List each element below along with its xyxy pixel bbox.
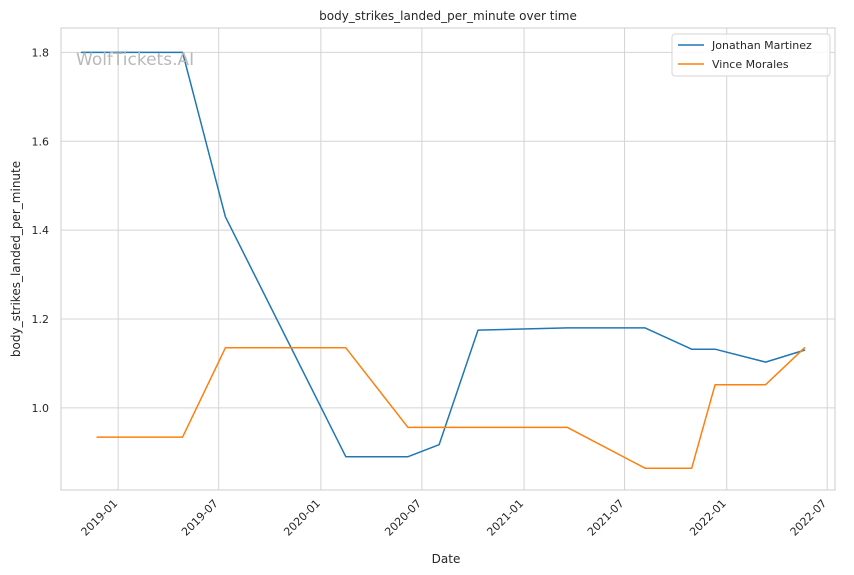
- chart-title: body_strikes_landed_per_minute over time: [319, 9, 577, 23]
- watermark-text: WolfTickets.AI: [76, 50, 194, 70]
- legend-box: [671, 33, 831, 77]
- y-tick-label: 1.6: [32, 135, 50, 148]
- y-axis-ticks: 1.0 1.2 1.4 1.6 1.8: [32, 46, 50, 414]
- x-axis-title: Date: [432, 552, 461, 566]
- plot-area-frame: [60, 27, 836, 491]
- y-axis-title: body_strikes_landed_per_minute: [9, 161, 23, 357]
- series-line-1: [96, 347, 806, 469]
- y-tick-label: 1.8: [32, 46, 50, 59]
- y-tick-label: 1.4: [32, 224, 50, 237]
- y-tick-label: 1.0: [32, 402, 50, 415]
- legend: Jonathan Martinez Vince Morales: [671, 33, 831, 77]
- series-lines: [80, 51, 806, 469]
- legend-label: Vince Morales: [712, 58, 789, 71]
- legend-label: Jonathan Martinez: [711, 39, 812, 52]
- series-line-0: [80, 51, 806, 458]
- y-tick-label: 1.2: [32, 313, 50, 326]
